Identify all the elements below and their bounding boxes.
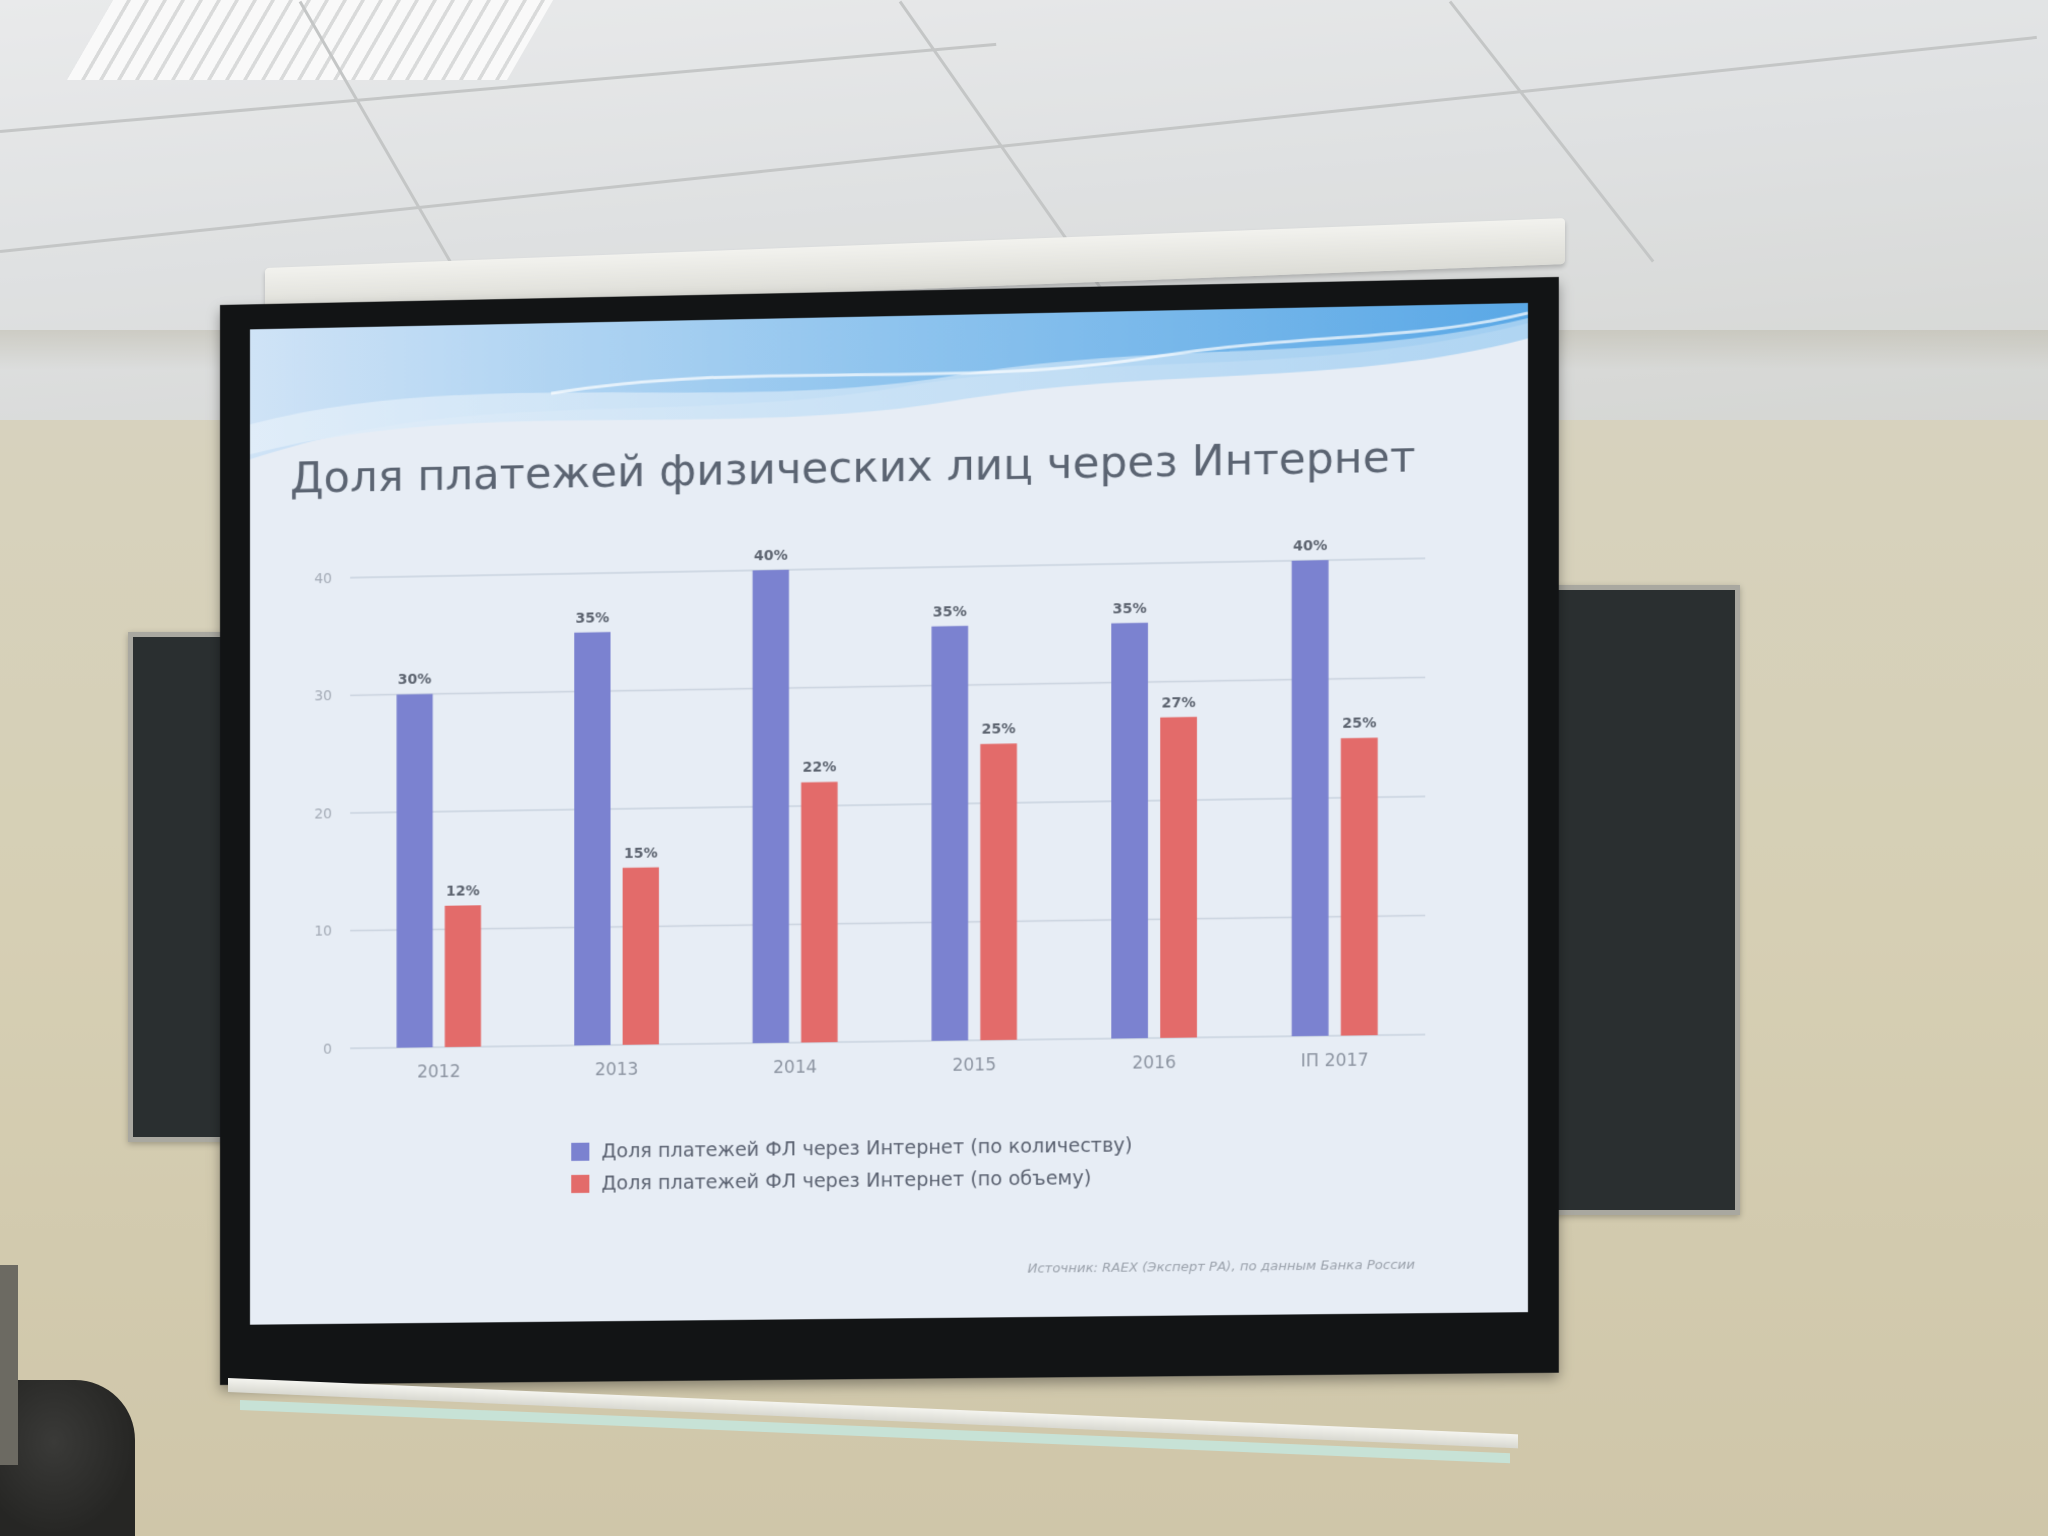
ceiling-light: [67, 0, 553, 80]
bar-count: [1292, 560, 1329, 1036]
bar-volume: [801, 782, 837, 1043]
data-label: 30%: [398, 672, 432, 689]
bar-volume: [445, 905, 481, 1047]
legend-label-volume: Доля платежей ФЛ через Интернет (по объе…: [601, 1167, 1091, 1195]
x-tick-label: 2014: [773, 1057, 817, 1078]
bar-chart: 0 10 20 30 40 30% 12% 2012 35% 15% 2013 40% 22% 2014 3…: [290, 527, 1466, 1109]
y-tick-label: 30: [314, 689, 332, 705]
legend-label-count: Доля платежей ФЛ через Интернет (по коли…: [601, 1134, 1132, 1162]
x-tick-label: IП 2017: [1301, 1050, 1369, 1071]
y-tick-label: 40: [314, 571, 332, 587]
data-label: 12%: [446, 883, 480, 900]
person-edge: [0, 1265, 18, 1465]
slide-source-note: Источник: RAEX (Эксперт РА), по данным Б…: [1027, 1258, 1415, 1277]
gridline: [350, 1035, 1425, 1049]
x-tick-label: 2015: [952, 1055, 996, 1076]
bar-volume: [623, 867, 659, 1045]
data-label: 35%: [933, 604, 967, 621]
gridline: [350, 677, 1425, 695]
y-tick-label: 20: [314, 806, 332, 822]
x-tick-label: 2012: [417, 1062, 460, 1083]
chair: [0, 1380, 135, 1536]
gridline: [350, 558, 1425, 577]
gridline: [350, 796, 1425, 813]
data-label: 25%: [1342, 715, 1376, 732]
projector-screen: Доля платежей физических лиц через Интер…: [220, 277, 1559, 1385]
chart-legend: Доля платежей ФЛ через Интернет (по коли…: [571, 1129, 1132, 1200]
bar-count: [753, 570, 789, 1043]
data-label: 35%: [576, 610, 610, 627]
legend-swatch-count: [571, 1143, 589, 1161]
bar-count: [397, 694, 433, 1048]
bar-count: [932, 626, 969, 1041]
y-tick-label: 0: [323, 1042, 332, 1058]
data-label: 40%: [754, 548, 788, 565]
data-label: 40%: [1293, 538, 1327, 555]
legend-item-volume: Доля платежей ФЛ через Интернет (по объе…: [571, 1162, 1132, 1201]
bar-volume: [1341, 738, 1378, 1036]
legend-swatch-volume: [571, 1175, 589, 1193]
bar-volume: [1160, 717, 1197, 1038]
data-label: 35%: [1113, 600, 1147, 617]
gridline: [350, 915, 1425, 930]
data-label: 15%: [624, 845, 658, 862]
y-tick-label: 10: [314, 924, 332, 940]
x-tick-label: 2016: [1132, 1053, 1176, 1074]
presentation-slide: Доля платежей физических лиц через Интер…: [250, 303, 1528, 1325]
data-label: 27%: [1162, 695, 1196, 712]
x-tick-label: 2013: [595, 1060, 639, 1081]
data-label: 22%: [802, 760, 836, 777]
bar-volume: [980, 743, 1017, 1040]
bar-count: [1111, 623, 1148, 1039]
bar-count: [574, 632, 610, 1045]
data-label: 25%: [982, 721, 1016, 738]
